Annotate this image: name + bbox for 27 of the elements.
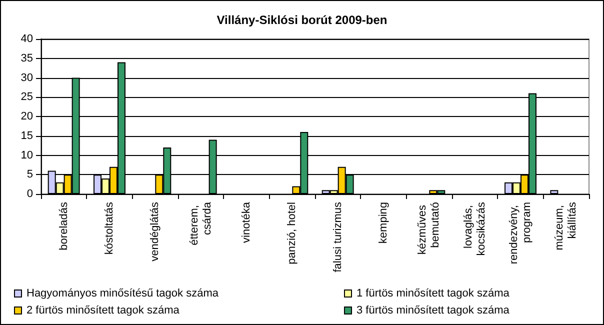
legend-label: 1 fürtös minősített tagok száma xyxy=(356,288,510,300)
x-tick-label: étterem, csárda xyxy=(188,201,214,246)
y-tick-label: 15 xyxy=(20,130,33,142)
x-tick-label: kóstoltatás xyxy=(104,202,116,255)
x-tick-label: vendéglátás xyxy=(149,202,162,262)
legend-label: 3 fürtös minősített tagok száma xyxy=(356,304,510,316)
x-tick-label: panzió, hotel xyxy=(286,202,298,264)
chart-title: Villány-Siklósi borút 2009-ben xyxy=(216,13,388,27)
y-tick-label: 30 xyxy=(20,72,33,84)
x-tick-label: boreladás xyxy=(58,202,70,250)
y-tick-label: 20 xyxy=(20,110,33,122)
x-tick-label: vinotéka xyxy=(240,201,252,243)
x-tick-label: kemping xyxy=(378,202,390,244)
x-tick-label: falusi turizmus xyxy=(332,202,344,272)
y-tick-label: 35 xyxy=(20,52,33,64)
x-tick-label: kézműves bemutató xyxy=(416,202,442,255)
y-tick-label: 5 xyxy=(26,168,33,181)
legend-label: Hagyományos minősítésű tagok száma xyxy=(26,288,220,300)
x-tick-label: rendezvény, program xyxy=(508,202,533,264)
bar xyxy=(550,190,558,194)
legend-label: 2 fürtös minősített tagok száma xyxy=(26,304,180,316)
y-tick-label: 40 xyxy=(20,33,33,45)
x-tick-label: lovaglás, kocsikázás xyxy=(462,202,488,256)
y-tick-label: 25 xyxy=(20,91,33,104)
x-tick-label: múzeum, kiállítás xyxy=(554,202,579,250)
y-tick-label: 10 xyxy=(20,149,33,162)
y-tick-label: 0 xyxy=(26,188,33,200)
